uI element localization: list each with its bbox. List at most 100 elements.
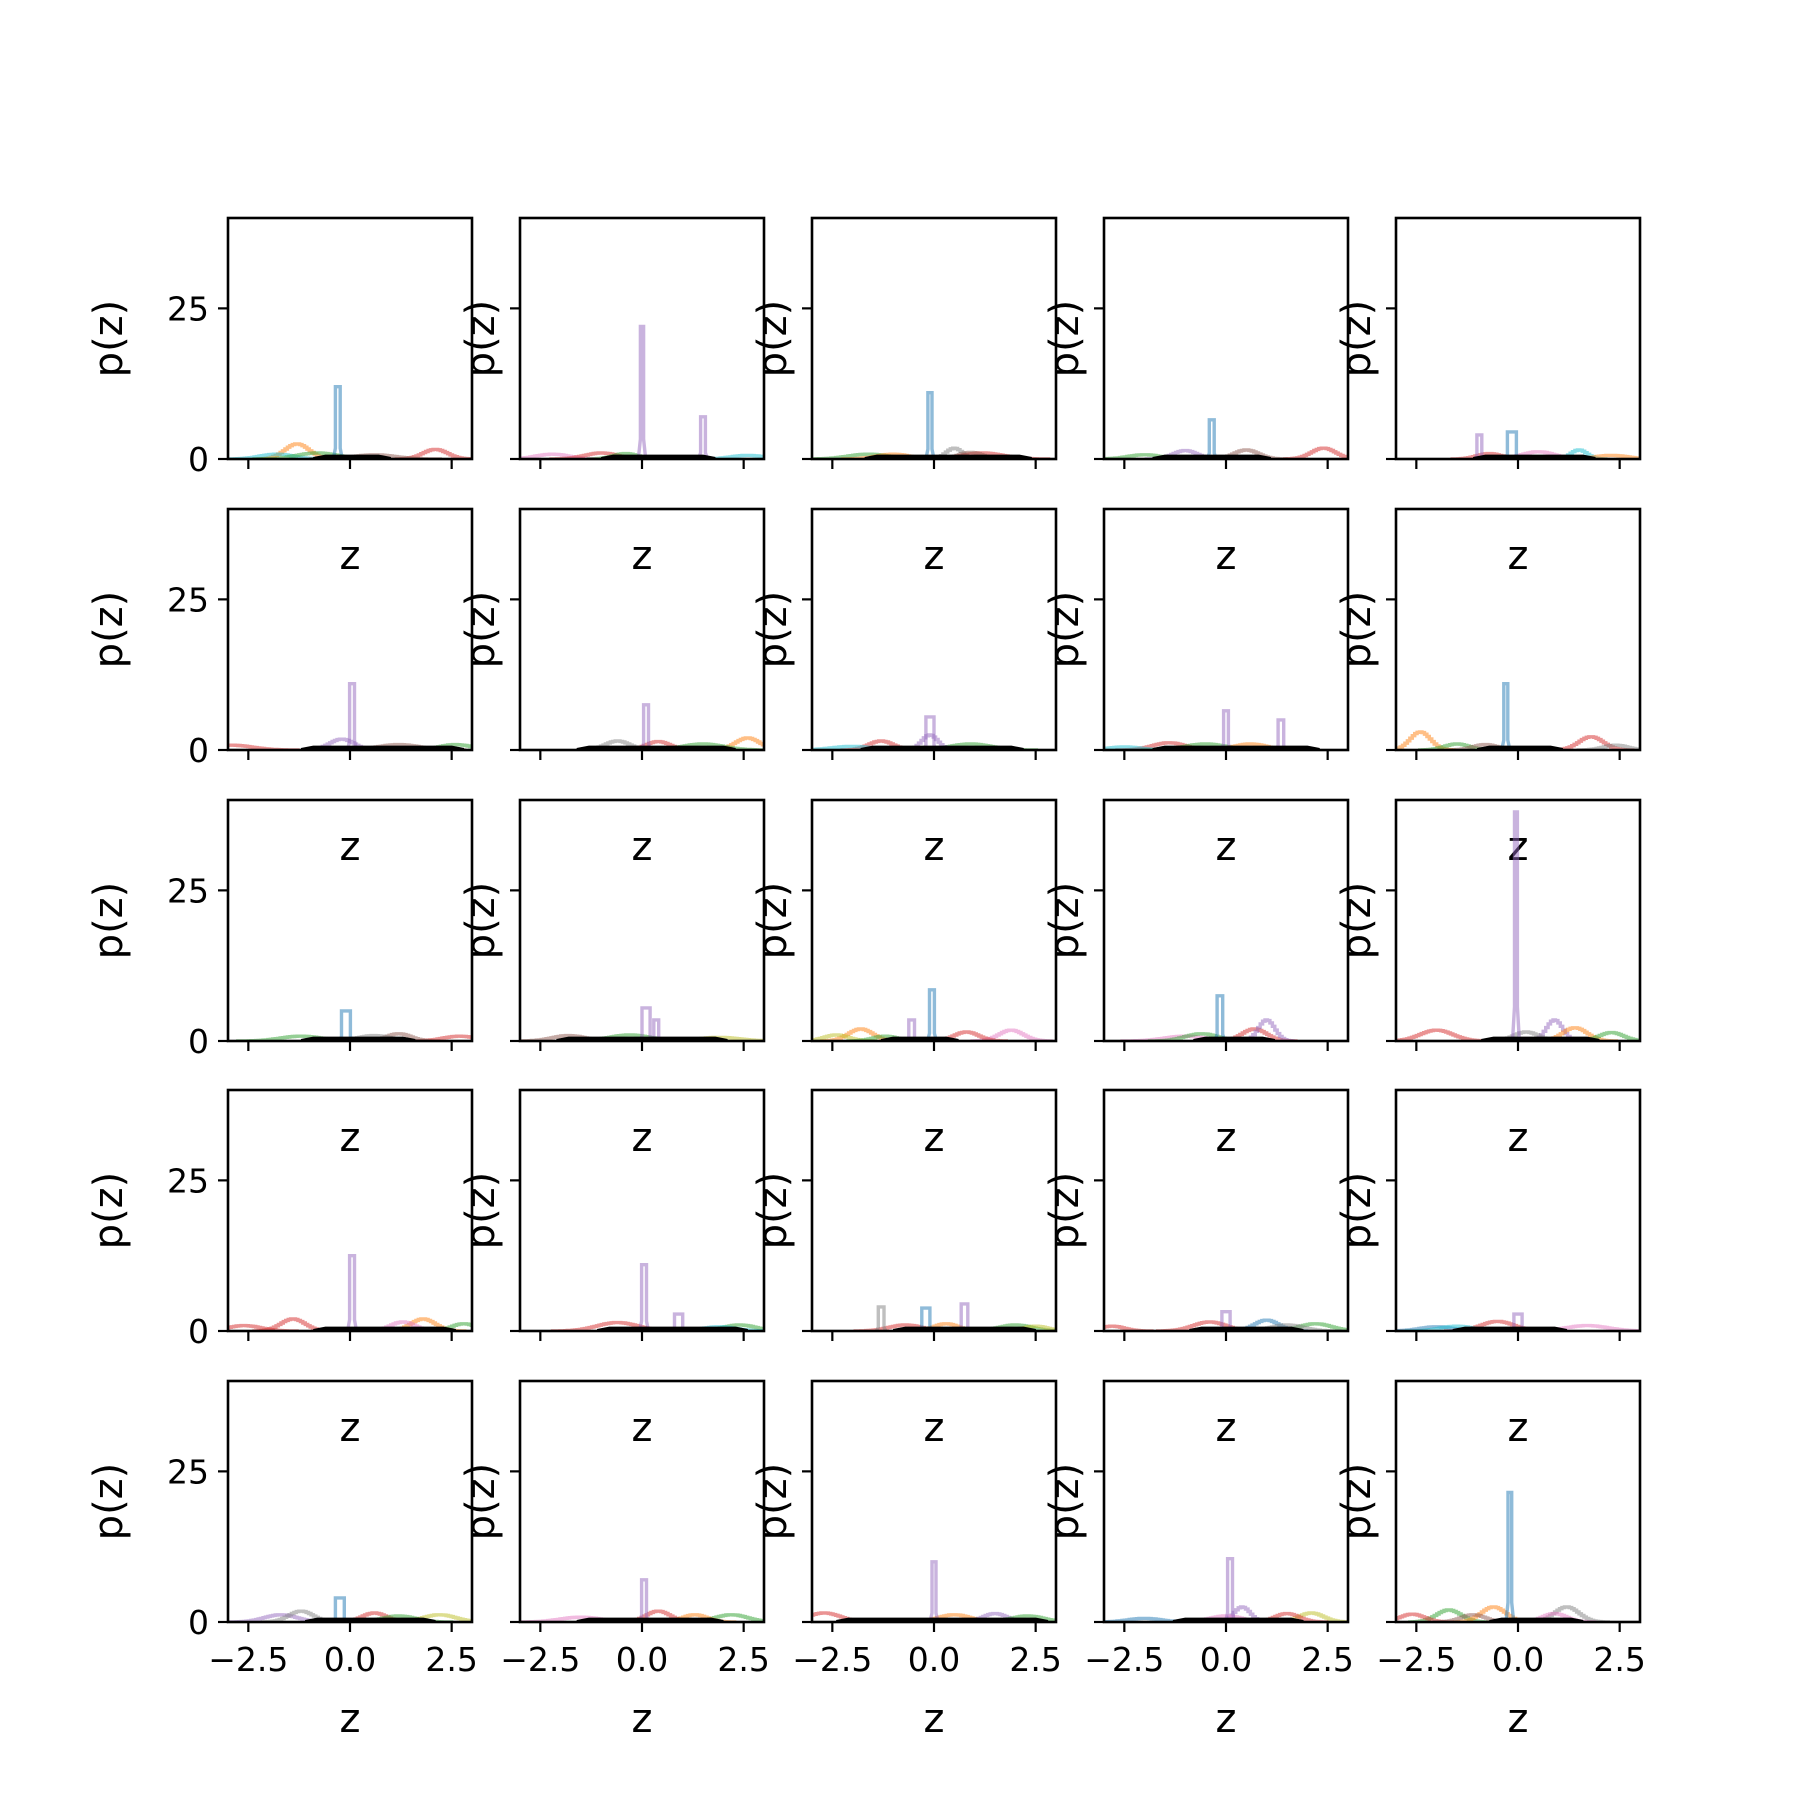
- y-tick-label: 25: [167, 1452, 209, 1491]
- plot-area: [1396, 810, 1640, 1041]
- mean-distribution-line: [1172, 1617, 1304, 1622]
- mean-distribution-line: [892, 1326, 1037, 1331]
- plot-area: [228, 1254, 472, 1331]
- posterior-hist-spike: [637, 1578, 651, 1622]
- mean-distribution-line: [1489, 1617, 1584, 1622]
- mean-distribution-line: [576, 1617, 724, 1622]
- subplot-r3-c4: z: [1094, 798, 1350, 1161]
- subplot-r2-c3: z: [802, 507, 1058, 870]
- y-axis-label: p(z): [86, 882, 132, 960]
- mean-distribution-line: [300, 745, 465, 750]
- plot-area: [520, 1006, 764, 1041]
- y-tick-label: 0: [188, 731, 209, 770]
- posterior-hist-spike: [1219, 709, 1233, 750]
- posterior-hist-bump: [1396, 1028, 1492, 1041]
- axes-frame: [1394, 216, 1642, 461]
- mean-distribution-line: [1189, 1326, 1304, 1331]
- subplot-r3-c5: z: [1386, 798, 1642, 1161]
- subplot-r3-c1: z: [218, 798, 474, 1161]
- posterior-hist-spike: [924, 391, 936, 459]
- subplot-r4-c1: z: [218, 1088, 474, 1451]
- posterior-hist-spike: [1213, 994, 1227, 1041]
- subplot-r1-c1: z: [218, 216, 474, 579]
- y-tick-label: 25: [167, 1161, 209, 1200]
- x-tick-label: −2.5: [1376, 1640, 1456, 1679]
- x-axis-label: z: [340, 1115, 361, 1161]
- posterior-hist-spike: [1510, 810, 1522, 1041]
- mean-distribution-line: [1193, 1036, 1276, 1041]
- mean-distribution-line: [836, 1617, 1049, 1622]
- axes-frame: [810, 216, 1058, 461]
- y-axis-label: p(z): [750, 1463, 796, 1541]
- y-axis-label: p(z): [1334, 1463, 1380, 1541]
- y-axis-label: p(z): [86, 1463, 132, 1541]
- x-tick-label: 0.0: [908, 1640, 960, 1679]
- mean-distribution-line: [1476, 745, 1564, 750]
- x-axis-label: z: [1508, 533, 1529, 579]
- x-axis-label: z: [1216, 533, 1237, 579]
- subplot-r2-c4: z: [1094, 507, 1350, 870]
- posterior-hist-spike: [331, 385, 344, 459]
- posterior-hist-spike: [337, 1009, 354, 1041]
- subplot-r1-c2: z: [510, 216, 766, 579]
- posterior-hist-spike: [639, 703, 653, 750]
- posterior-hist-spike: [345, 682, 359, 750]
- subplot-r5-c2: [510, 1379, 766, 1632]
- subplot-r2-c2: z: [510, 507, 766, 870]
- x-tick-label: 0.0: [324, 1640, 376, 1679]
- mean-distribution-line: [860, 745, 1024, 750]
- subplot-r3-c2: z: [510, 798, 766, 1161]
- mean-distribution-line: [313, 1326, 457, 1331]
- posterior-hist-spike: [696, 415, 710, 459]
- x-axis-label: z: [632, 1405, 653, 1451]
- axes-frame: [226, 216, 474, 461]
- x-axis-label: z: [340, 1696, 361, 1742]
- posterior-hist-spike: [345, 1254, 359, 1331]
- x-axis-label: z: [1508, 1696, 1529, 1742]
- x-axis-label: z: [924, 533, 945, 579]
- x-axis-label: z: [1508, 1115, 1529, 1161]
- plot-area: [1396, 682, 1640, 750]
- x-tick-label: 2.5: [1009, 1640, 1061, 1679]
- y-axis-label: p(z): [750, 882, 796, 960]
- x-axis-label: z: [924, 824, 945, 870]
- x-axis-label: z: [632, 824, 653, 870]
- y-tick-label: 0: [188, 440, 209, 479]
- posterior-hist-spike: [925, 988, 939, 1041]
- y-axis-label: p(z): [1042, 591, 1088, 669]
- subplot-r3-c3: z: [802, 798, 1058, 1161]
- x-tick-label: 2.5: [1593, 1640, 1645, 1679]
- plot-area: [1104, 1310, 1348, 1331]
- subplot-r1-c4: z: [1094, 216, 1350, 579]
- posterior-hist-spike: [1500, 682, 1512, 750]
- x-axis-label: z: [632, 533, 653, 579]
- x-axis-label: z: [340, 533, 361, 579]
- y-axis-label: p(z): [750, 591, 796, 669]
- y-axis-label: p(z): [1334, 591, 1380, 669]
- y-axis-label: p(z): [1042, 1172, 1088, 1250]
- plot-area: [1396, 1490, 1610, 1622]
- plot-area: [812, 391, 1051, 459]
- y-axis-label: p(z): [86, 1172, 132, 1250]
- x-tick-label: −2.5: [1084, 1640, 1164, 1679]
- mean-distribution-line: [1472, 454, 1596, 459]
- y-axis-label: p(z): [1334, 882, 1380, 960]
- y-tick-label: 25: [167, 289, 209, 328]
- subplot-r4-c3: z: [802, 1088, 1058, 1451]
- x-tick-label: −2.5: [792, 1640, 872, 1679]
- axis-labels-layer: 0 25 p(z) p(z) p(z) p(z) p(z) 0 25 p(z) p(z) p(z) p(…: [86, 289, 1646, 1742]
- plot-area: [1104, 418, 1348, 459]
- mean-distribution-line: [1481, 1036, 1600, 1041]
- subplot-r4-c4: z: [1094, 1088, 1350, 1451]
- plot-area: [1396, 1312, 1640, 1331]
- y-axis-label: p(z): [1042, 1463, 1088, 1541]
- y-tick-label: 25: [167, 580, 209, 619]
- x-tick-label: 2.5: [1301, 1640, 1353, 1679]
- x-axis-label: z: [632, 1115, 653, 1161]
- subplot-r1-c5: z: [1386, 216, 1642, 579]
- posterior-hist-spike: [1205, 418, 1218, 459]
- plot-area: [520, 1578, 764, 1622]
- plot-area: [1104, 1557, 1348, 1622]
- x-axis-label: z: [340, 1405, 361, 1451]
- mean-distribution-line: [313, 454, 392, 459]
